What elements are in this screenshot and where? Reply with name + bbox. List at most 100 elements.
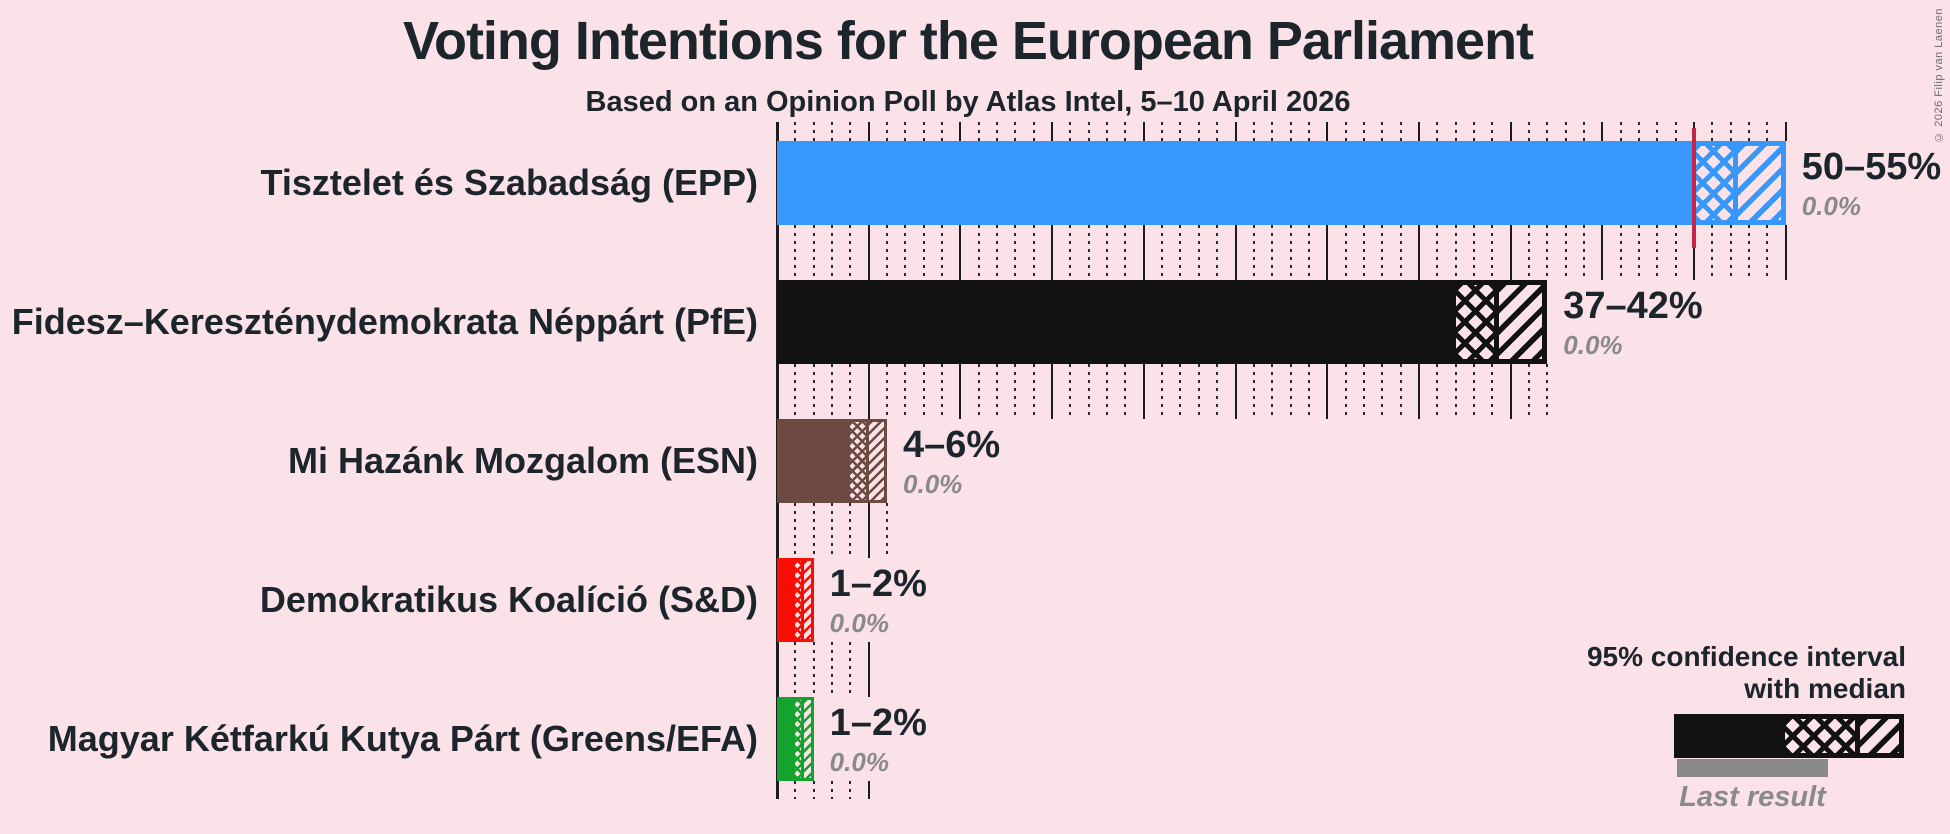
grid-line-minor — [1307, 364, 1310, 419]
grid-line-minor — [1271, 122, 1274, 141]
grid-line-major — [1509, 364, 1512, 419]
grid-line-minor — [1362, 364, 1365, 419]
grid-line-major — [1234, 364, 1237, 419]
grid-line-minor — [1069, 364, 1072, 419]
grid-line-minor — [794, 781, 797, 799]
grid-line-minor — [1307, 225, 1310, 280]
grid-line-major — [1142, 225, 1145, 280]
grid-line-minor — [794, 225, 797, 280]
confidence-interval — [1455, 280, 1548, 364]
grid-line-minor — [1381, 364, 1384, 419]
bar-solid — [777, 141, 1694, 225]
ci-upper-diagonal — [868, 422, 885, 500]
grid-line-minor — [1381, 225, 1384, 280]
grid-line-minor — [1729, 122, 1732, 141]
grid-line-major — [1234, 225, 1237, 280]
party-label: Demokratikus Koalíció (S&D) — [259, 579, 758, 620]
grid-line-minor — [1344, 364, 1347, 419]
grid-line-minor — [922, 225, 925, 280]
legend-last-result-bar — [1677, 759, 1828, 777]
grid-line-minor — [1472, 122, 1475, 141]
grid-line-minor — [1179, 364, 1182, 419]
bar-solid — [777, 558, 796, 642]
grid-line-minor — [1289, 225, 1292, 280]
grid-line-minor — [1711, 225, 1714, 280]
grid-line-minor — [1216, 364, 1219, 419]
grid-line-major — [1601, 225, 1604, 280]
legend-last-result-label: Last result — [1679, 781, 1826, 813]
ci-lower-crosshatch — [1455, 285, 1495, 359]
grid-line-minor — [812, 642, 815, 697]
grid-line-major — [867, 642, 870, 697]
grid-line-major — [959, 364, 962, 419]
grid-line-minor — [1527, 122, 1530, 141]
grid-line-minor — [1491, 122, 1494, 141]
grid-line-minor — [812, 122, 815, 141]
grid-line-minor — [1637, 122, 1640, 141]
chart-subtitle: Based on an Opinion Poll by Atlas Intel,… — [585, 86, 1351, 118]
grid-line-minor — [831, 781, 834, 799]
grid-line-minor — [849, 225, 852, 280]
grid-line-major — [1693, 225, 1695, 280]
grid-line-major — [1326, 364, 1329, 419]
grid-line-minor — [1674, 122, 1677, 141]
chart-title: Voting Intentions for the European Parli… — [402, 11, 1534, 71]
bar-solid — [777, 419, 851, 503]
grid-line-major — [1326, 122, 1329, 141]
grid-line-minor — [1564, 225, 1567, 280]
grid-line-minor — [922, 364, 925, 419]
value-label: 1–2% — [829, 702, 927, 744]
grid-line-minor — [1106, 225, 1109, 280]
grid-line-minor — [1124, 122, 1127, 141]
grid-line-minor — [941, 122, 944, 141]
grid-line-minor — [1289, 364, 1292, 419]
bar-row-1 — [777, 141, 1786, 225]
grid-line-minor — [1674, 225, 1677, 280]
grid-line-minor — [794, 503, 797, 558]
grid-line-minor — [1748, 225, 1751, 280]
value-label-group: 1–2% 0.0% — [830, 562, 927, 638]
grid-line-major — [959, 225, 962, 280]
grid-line-minor — [1381, 122, 1384, 141]
median-divider — [1494, 285, 1500, 359]
grid-line-major — [1051, 225, 1054, 280]
grid-line-minor — [886, 364, 889, 419]
grid-line-minor — [1179, 122, 1182, 141]
grid-line-major — [867, 364, 870, 419]
grid-line-minor — [1656, 122, 1659, 141]
grid-line-minor — [1161, 122, 1164, 141]
grid-line-minor — [1124, 364, 1127, 419]
confidence-interval — [1694, 141, 1786, 225]
value-label: 1–2% — [829, 563, 927, 605]
grid-line-minor — [1087, 122, 1090, 141]
grid-line-minor — [1087, 364, 1090, 419]
grid-line-major — [1417, 122, 1420, 141]
grid-line-minor — [1069, 122, 1072, 141]
grid-line-minor — [794, 122, 797, 141]
last-result-value: 0.0% — [903, 469, 963, 499]
grid-line-minor — [1014, 225, 1017, 280]
grid-line-minor — [1252, 364, 1255, 419]
grid-line-major — [1417, 364, 1420, 419]
grid-line-major — [1051, 364, 1054, 419]
grid-line-minor — [1564, 122, 1567, 141]
grid-line-minor — [1527, 225, 1530, 280]
grid-line-minor — [1546, 364, 1549, 419]
grid-line-major — [867, 503, 870, 558]
grid-line-minor — [1399, 364, 1402, 419]
grid-line-major — [1509, 225, 1512, 280]
last-result-value: 0.0% — [829, 608, 889, 638]
median-divider — [865, 422, 869, 500]
ci-lower-crosshatch — [795, 561, 802, 639]
value-label-group: 37–42% 0.0% — [1563, 284, 1702, 360]
grid-line-minor — [886, 503, 889, 558]
grid-line-minor — [849, 642, 852, 697]
legend-diagonal — [1860, 719, 1899, 753]
grid-line-minor — [941, 364, 944, 419]
grid-line-minor — [1252, 225, 1255, 280]
last-result-value: 0.0% — [829, 747, 889, 777]
grid-line-minor — [1344, 225, 1347, 280]
bar-row-3 — [777, 419, 888, 503]
grid-line-minor — [1197, 122, 1200, 141]
ci-upper-diagonal — [1499, 285, 1543, 359]
